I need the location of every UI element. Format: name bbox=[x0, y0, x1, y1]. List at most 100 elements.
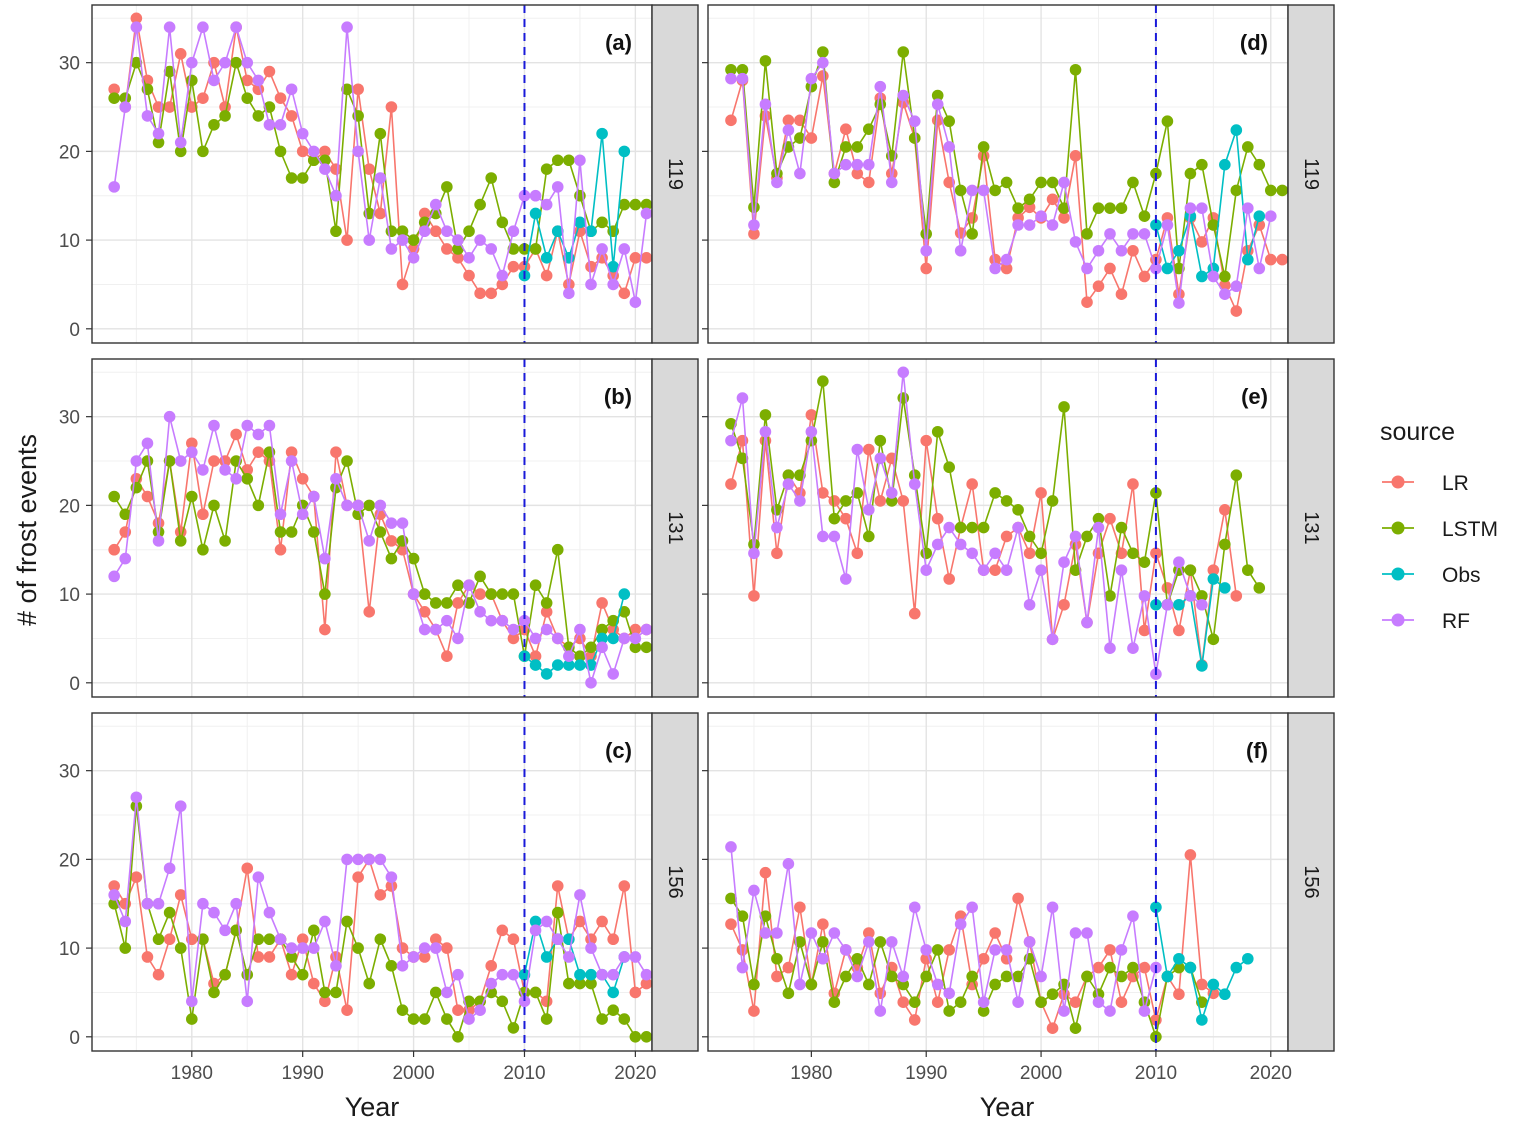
data-point-rf bbox=[208, 419, 220, 432]
legend-label: LR bbox=[1442, 472, 1469, 495]
data-point-lr bbox=[274, 543, 287, 556]
data-point-lstm bbox=[640, 641, 653, 654]
data-point-lstm bbox=[1000, 970, 1013, 983]
data-point-lstm bbox=[828, 176, 841, 189]
data-point-lstm bbox=[1219, 538, 1231, 551]
data-point-lstm bbox=[307, 526, 320, 538]
data-point-obs bbox=[1207, 573, 1220, 585]
data-point-lstm bbox=[507, 1022, 520, 1034]
data-point-lstm bbox=[341, 915, 353, 928]
data-point-lstm bbox=[330, 225, 342, 238]
legend-key-point bbox=[1391, 521, 1405, 535]
panel-tag: (e) bbox=[1241, 384, 1268, 409]
data-point-rf bbox=[908, 478, 921, 490]
x-tick-label: 1990 bbox=[282, 1063, 324, 1084]
data-point-lstm bbox=[1104, 202, 1116, 214]
data-point-lr bbox=[640, 977, 653, 990]
data-point-lr bbox=[1196, 236, 1208, 248]
data-point-lr bbox=[1207, 987, 1220, 1000]
data-point-lstm bbox=[943, 1005, 955, 1017]
data-point-lr bbox=[805, 409, 818, 421]
data-point-rf bbox=[817, 952, 829, 965]
data-point-rf bbox=[1058, 1005, 1070, 1017]
data-point-lr bbox=[1012, 892, 1024, 905]
data-point-rf bbox=[363, 535, 376, 547]
data-point-lstm bbox=[1253, 582, 1266, 594]
data-point-lstm bbox=[1196, 590, 1208, 602]
data-point-lstm bbox=[1115, 521, 1128, 534]
data-point-lr bbox=[252, 446, 265, 458]
data-point-lr bbox=[429, 933, 442, 946]
legend: source LR LSTM Obs RF bbox=[1380, 418, 1498, 633]
data-point-rf bbox=[1184, 202, 1197, 214]
data-point-rf bbox=[263, 906, 276, 919]
data-point-lstm bbox=[563, 977, 575, 990]
data-point-lstm bbox=[474, 570, 486, 583]
panel-tag: (a) bbox=[605, 30, 632, 55]
data-point-rf bbox=[152, 897, 165, 910]
data-point-lr bbox=[1000, 530, 1013, 543]
data-point-lr bbox=[385, 101, 398, 113]
data-point-lstm bbox=[407, 552, 420, 565]
data-point-lr bbox=[551, 880, 564, 892]
data-point-rf bbox=[230, 897, 242, 910]
data-point-lstm bbox=[152, 136, 165, 149]
facet-strip bbox=[651, 358, 699, 698]
data-point-lr bbox=[396, 278, 409, 291]
data-point-lstm bbox=[585, 641, 597, 654]
data-point-lr bbox=[748, 1005, 760, 1017]
data-point-rf bbox=[817, 530, 829, 543]
data-point-rf bbox=[1127, 642, 1139, 655]
data-point-lstm bbox=[1127, 961, 1139, 974]
data-point-rf bbox=[130, 455, 143, 467]
data-point-lstm bbox=[862, 978, 875, 991]
data-point-lstm bbox=[219, 110, 231, 122]
data-point-lr bbox=[817, 70, 829, 82]
data-point-lstm bbox=[163, 455, 176, 467]
data-point-rf bbox=[441, 225, 453, 238]
data-point-rf bbox=[1104, 1005, 1116, 1017]
data-point-rf bbox=[828, 927, 841, 939]
data-point-lstm bbox=[108, 92, 120, 104]
data-point-lstm bbox=[529, 579, 542, 592]
data-point-lr bbox=[296, 933, 309, 946]
data-point-obs bbox=[1161, 970, 1174, 983]
data-point-rf bbox=[771, 176, 783, 189]
data-point-lr bbox=[885, 961, 898, 974]
data-point-obs bbox=[618, 588, 631, 600]
data-point-lr bbox=[629, 252, 642, 264]
data-point-lstm bbox=[874, 434, 887, 447]
data-point-rf bbox=[241, 995, 254, 1008]
data-point-lr bbox=[1219, 279, 1231, 292]
data-point-rf bbox=[1000, 253, 1013, 266]
data-point-lr bbox=[977, 952, 990, 965]
data-point-rf bbox=[507, 623, 520, 636]
data-point-lr bbox=[851, 547, 864, 560]
data-point-lr bbox=[943, 573, 955, 585]
data-point-lstm bbox=[931, 425, 944, 438]
data-point-lstm bbox=[208, 986, 220, 999]
data-point-obs bbox=[1184, 210, 1197, 222]
panel-tag: (d) bbox=[1240, 30, 1268, 55]
data-point-lstm bbox=[385, 552, 398, 565]
data-point-lstm bbox=[496, 995, 509, 1008]
data-point-rf bbox=[805, 425, 818, 438]
data-point-rf bbox=[782, 858, 795, 870]
data-point-lr bbox=[152, 968, 165, 981]
data-point-rf bbox=[186, 446, 198, 458]
data-point-rf bbox=[1023, 219, 1036, 231]
data-point-lstm bbox=[241, 472, 254, 485]
data-point-rf bbox=[885, 176, 898, 189]
data-point-lstm bbox=[794, 469, 806, 482]
data-point-rf bbox=[977, 564, 990, 576]
data-point-lstm bbox=[851, 952, 864, 965]
data-point-lstm bbox=[274, 145, 287, 158]
data-point-obs bbox=[1219, 988, 1231, 1001]
data-point-lr bbox=[341, 1004, 353, 1016]
data-point-lr bbox=[385, 880, 398, 892]
x-tick-label: 2010 bbox=[1135, 1063, 1177, 1084]
data-point-lstm bbox=[977, 141, 990, 153]
data-point-lstm bbox=[1069, 1022, 1082, 1035]
data-point-lr bbox=[908, 607, 921, 620]
data-point-lstm bbox=[230, 56, 242, 69]
